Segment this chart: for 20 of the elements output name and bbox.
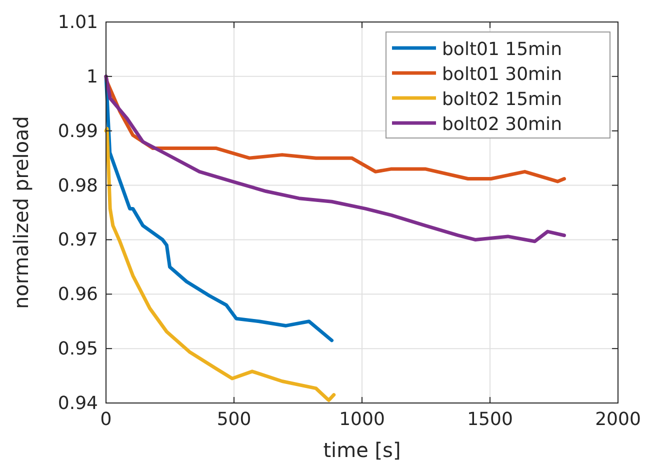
y-tick-label: 0.97 [58,230,98,251]
legend-label: bolt01 30min [442,64,562,85]
legend-label: bolt02 15min [442,89,562,110]
x-axis-title: time [s] [323,438,401,462]
y-tick-label: 0.99 [58,120,98,142]
legend-label: bolt01 15min [442,39,562,60]
y-tick-label: 0.95 [58,338,98,360]
y-tick-label: 0.94 [58,393,98,414]
x-tick-label: 1000 [339,409,385,430]
x-tick-label: 0 [100,409,112,430]
line-series [104,126,336,402]
legend-label: bolt02 30min [442,114,562,135]
x-tick-label: 500 [216,409,252,430]
y-tick-label: 0.96 [58,284,98,306]
x-tick-label: 1500 [467,409,513,430]
x-tick-label: 2000 [595,409,641,430]
y-tick-label: 1 [86,66,98,88]
y-axis-title: normalized preload [9,116,33,310]
y-tick-label: 0.98 [58,175,98,196]
y-tick-label: 1.01 [58,12,98,33]
